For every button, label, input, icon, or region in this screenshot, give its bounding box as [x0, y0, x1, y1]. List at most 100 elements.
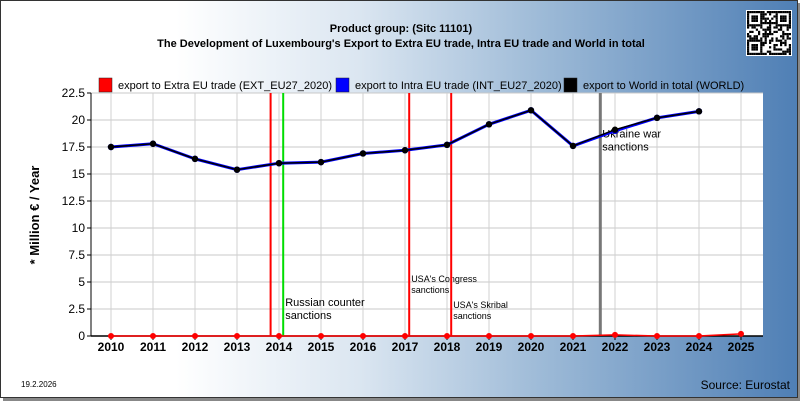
qr-module — [762, 52, 765, 55]
qr-module — [784, 24, 787, 27]
qr-module — [747, 48, 750, 51]
y-tick-label: 12.5 — [62, 194, 86, 208]
qr-module — [773, 52, 776, 55]
qr-module — [747, 52, 750, 55]
qr-module — [747, 17, 750, 20]
x-tick-label: 2012 — [182, 340, 209, 354]
qr-module — [762, 41, 765, 44]
qr-module — [771, 52, 774, 55]
data-point — [317, 158, 325, 166]
qr-module — [786, 50, 789, 53]
qr-module — [764, 39, 767, 42]
qr-module — [751, 24, 754, 27]
qr-module — [773, 22, 776, 25]
data-point — [527, 107, 535, 114]
qr-module — [766, 11, 769, 14]
qr-module — [775, 48, 778, 51]
data-point — [612, 331, 618, 338]
event-label: sanctions — [602, 141, 649, 153]
qr-module — [749, 11, 752, 14]
qr-module — [758, 11, 761, 14]
qr-code-icon — [746, 10, 792, 56]
qr-module — [758, 30, 761, 33]
qr-module — [777, 11, 780, 14]
qr-module — [747, 39, 750, 42]
qr-module — [777, 39, 780, 42]
qr-module — [769, 11, 772, 14]
qr-module — [788, 22, 791, 25]
event-label: USA's Skribal — [453, 300, 508, 310]
qr-module — [788, 24, 791, 27]
qr-module — [780, 44, 783, 47]
qr-module — [769, 19, 772, 22]
qr-module — [753, 46, 756, 49]
data-point — [275, 160, 283, 167]
x-tick-label: 2016 — [350, 340, 377, 354]
qr-module — [753, 19, 756, 22]
qr-module — [769, 52, 772, 55]
qr-module — [771, 22, 774, 25]
data-point — [485, 121, 493, 128]
qr-module — [786, 11, 789, 14]
qr-module — [760, 17, 763, 20]
qr-module — [760, 24, 763, 27]
qr-module — [780, 39, 783, 42]
qr-module — [758, 39, 761, 42]
data-point — [528, 333, 534, 339]
qr-module — [775, 22, 778, 25]
qr-module — [766, 22, 769, 25]
qr-module — [751, 11, 754, 14]
data-point — [192, 333, 198, 339]
qr-module — [784, 52, 787, 55]
qr-module — [769, 33, 772, 36]
qr-module — [771, 33, 774, 36]
qr-module — [769, 24, 772, 27]
event-label: sanctions — [453, 311, 492, 321]
qr-module — [751, 37, 754, 40]
x-tick-label: 2011 — [140, 340, 166, 354]
qr-module — [764, 28, 767, 31]
qr-module — [755, 19, 758, 22]
qr-module — [769, 39, 772, 42]
qr-module — [755, 48, 758, 51]
qr-module — [773, 48, 776, 51]
qr-module — [784, 44, 787, 47]
x-tick-label: 2022 — [602, 340, 629, 354]
y-tick-label: 22.5 — [62, 86, 86, 100]
qr-module — [749, 52, 752, 55]
qr-module — [747, 15, 750, 18]
qr-module — [782, 17, 785, 20]
qr-module — [764, 22, 767, 25]
x-tick-label: 2017 — [392, 340, 419, 354]
qr-module — [780, 24, 783, 27]
qr-module — [760, 39, 763, 42]
qr-module — [784, 11, 787, 14]
qr-module — [780, 17, 783, 20]
qr-module — [786, 35, 789, 38]
chart-title: Product group: (Sitc 11101) — [330, 23, 473, 35]
event-label: sanctions — [285, 310, 332, 322]
data-point — [360, 333, 366, 339]
qr-module — [766, 35, 769, 38]
x-tick-label: 2019 — [476, 340, 503, 354]
qr-module — [775, 26, 778, 29]
qr-module — [751, 48, 754, 51]
qr-module — [764, 30, 767, 33]
qr-module — [762, 15, 765, 18]
qr-module — [771, 11, 774, 14]
qr-module — [769, 22, 772, 25]
qr-module — [751, 19, 754, 22]
data-point — [653, 114, 661, 122]
qr-module — [753, 15, 756, 18]
qr-module — [773, 46, 776, 49]
x-tick-label: 2024 — [686, 340, 713, 354]
qr-module — [788, 52, 791, 55]
qr-module — [786, 48, 789, 51]
qr-module — [751, 44, 754, 47]
qr-module — [755, 46, 758, 49]
qr-module — [753, 44, 756, 47]
qr-module — [782, 11, 785, 14]
data-point — [611, 126, 619, 133]
